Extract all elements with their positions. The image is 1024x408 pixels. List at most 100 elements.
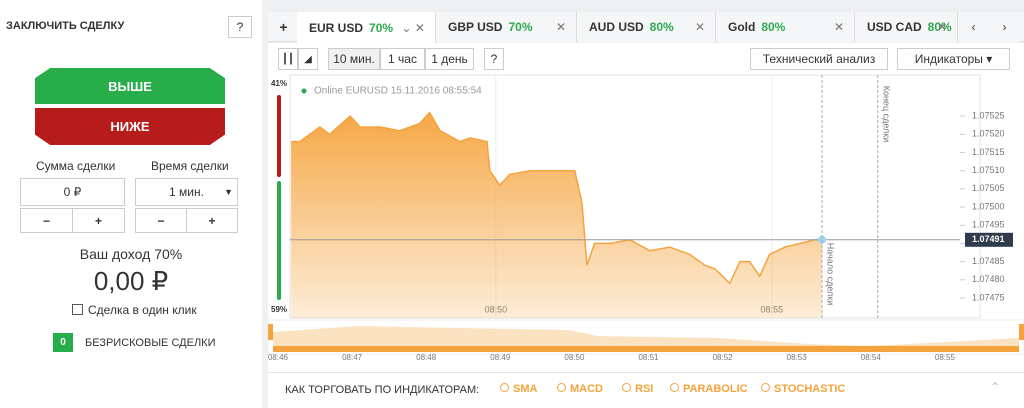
- sentiment-up: [277, 95, 281, 178]
- time-label: Время сделки: [151, 159, 229, 173]
- y-tick-label: 1.07515: [972, 147, 1005, 157]
- riskfree-badge: 0: [53, 333, 73, 352]
- y-tick-label: 1.07525: [972, 110, 1005, 120]
- tab-name: USD CAD: [867, 20, 922, 34]
- tab-close[interactable]: ⌄ ✕: [401, 20, 425, 35]
- riskfree-label[interactable]: БЕЗРИСКОВЫЕ СДЕЛКИ: [85, 337, 216, 349]
- current-price-label: 1.07491: [972, 234, 1005, 244]
- y-tick-label: 1.07495: [972, 220, 1005, 230]
- indicator-link[interactable]: STOCHASTIC: [774, 383, 846, 395]
- navigator-label: 08:52: [713, 353, 734, 362]
- left-panel: ЗАКЛЮЧИТЬ СДЕЛКУ ? ВЫШЕ НИЖЕ Сумма сделк…: [0, 0, 262, 408]
- y-tick-label: 1.07510: [972, 165, 1005, 175]
- sentiment-up-label: 41%: [271, 79, 287, 88]
- navigator-label: 08:55: [935, 353, 956, 362]
- one-click-label: Сделка в один клик: [88, 303, 197, 317]
- indicator-link[interactable]: RSI: [635, 383, 654, 395]
- sentiment-down-label: 59%: [271, 305, 287, 314]
- navigator-label: 08:54: [861, 353, 882, 362]
- time-select[interactable]: 1 мин. ▼: [135, 178, 238, 206]
- navigator-strip: [273, 346, 1019, 352]
- period-button[interactable]: 1 день: [425, 48, 474, 70]
- chart-type-candles[interactable]: ┃┃: [278, 48, 298, 70]
- panel-title: ЗАКЛЮЧИТЬ СДЕЛКУ: [6, 20, 125, 32]
- asset-tab[interactable]: AUD USD 80% ✕: [577, 12, 716, 42]
- sentiment-down: [277, 181, 281, 300]
- analysis-label: Технический анализ: [762, 52, 876, 66]
- asset-tab[interactable]: GBP USD 70% ✕: [436, 12, 577, 42]
- tab-payout: 80%: [649, 20, 674, 34]
- navigator-label: 08:46: [268, 353, 289, 362]
- tab-payout: 70%: [508, 20, 533, 34]
- navigator-label: 08:53: [787, 353, 808, 362]
- asset-tab[interactable]: Gold 80% ✕: [716, 12, 855, 42]
- tab-name: GBP USD: [448, 20, 503, 34]
- tab-close[interactable]: ✕: [936, 20, 947, 34]
- indicators-label: Индикаторы: [914, 52, 983, 66]
- amount-minus[interactable]: −: [20, 208, 73, 233]
- indicator-link[interactable]: MACD: [570, 383, 603, 395]
- asset-tab[interactable]: EUR USD 70% ⌄ ✕: [297, 12, 436, 43]
- tab-name: EUR USD: [309, 20, 364, 35]
- footer-collapse[interactable]: ⌃: [990, 380, 1001, 394]
- income-label: Ваш доход 70%: [79, 246, 183, 262]
- period-button[interactable]: 1 час: [380, 48, 425, 70]
- tab-close[interactable]: ✕: [694, 20, 705, 34]
- chart-type-area[interactable]: ◢: [298, 48, 318, 70]
- y-tick-label: 1.07500: [972, 201, 1005, 211]
- amount-input[interactable]: 0 ₽: [20, 178, 125, 206]
- y-tick-label: 1.07485: [972, 256, 1005, 266]
- indicator-link[interactable]: SMA: [513, 383, 538, 395]
- indicator-icon[interactable]: [557, 383, 566, 392]
- amount-plus[interactable]: +: [72, 208, 125, 233]
- tab-close[interactable]: ✕: [555, 20, 566, 34]
- time-value: 1 мин.: [169, 185, 204, 199]
- one-click-checkbox[interactable]: [72, 304, 83, 315]
- amount-label: Сумма сделки: [36, 159, 116, 173]
- indicator-icon[interactable]: [500, 383, 509, 392]
- tab-prev[interactable]: ‹: [958, 12, 989, 42]
- navigator-label: 08:49: [490, 353, 511, 362]
- down-button[interactable]: НИЖЕ: [35, 108, 225, 145]
- indicator-icon[interactable]: [670, 383, 679, 392]
- indicator-icon[interactable]: [761, 383, 770, 392]
- current-price-box: [965, 232, 1013, 247]
- y-tick-label: 1.07475: [972, 292, 1005, 302]
- tab-payout: 80%: [761, 20, 786, 34]
- y-tick-label: 1.07520: [972, 129, 1005, 139]
- tab-name: Gold: [728, 20, 756, 34]
- asset-tab[interactable]: USD CAD 80% ✕: [855, 12, 958, 42]
- toolbar-help[interactable]: ?: [484, 48, 504, 70]
- income-value: 0,00 ₽: [93, 266, 169, 296]
- current-point: [818, 235, 827, 244]
- annotation-label: Начало сделки: [826, 243, 836, 306]
- tab-payout: 70%: [369, 20, 394, 35]
- navigator-label: 08:50: [564, 353, 585, 362]
- navigator-label: 08:51: [638, 353, 659, 362]
- indicator-link[interactable]: PARABOLIC: [683, 383, 748, 395]
- y-tick-label: 1.07480: [972, 274, 1005, 284]
- annotation-label: Конец сделки: [881, 86, 891, 143]
- navigator-handle-right[interactable]: [1019, 324, 1024, 340]
- navigator-label: 08:47: [342, 353, 363, 362]
- indicator-icon[interactable]: [622, 383, 631, 392]
- indicators-button[interactable]: Индикаторы ▾: [897, 48, 1010, 70]
- chart: 1.074751.074801.074851.074901.074951.075…: [268, 74, 1024, 362]
- analysis-button[interactable]: Технический анализ: [750, 48, 888, 70]
- period-button[interactable]: 10 мин.: [328, 48, 380, 70]
- tab-next[interactable]: ›: [989, 12, 1020, 42]
- line: [291, 111, 822, 285]
- navigator-label: 08:48: [416, 353, 437, 362]
- up-button[interactable]: ВЫШЕ: [35, 68, 225, 104]
- footer-label: КАК ТОРГОВАТЬ ПО ИНДИКАТОРАМ:: [285, 384, 480, 396]
- help-button[interactable]: ?: [228, 16, 252, 38]
- time-minus[interactable]: −: [135, 208, 187, 233]
- tab-close[interactable]: ✕: [833, 20, 844, 34]
- time-plus[interactable]: +: [186, 208, 238, 233]
- online-dot: [301, 88, 307, 94]
- footer: [268, 372, 1024, 408]
- add-tab[interactable]: +: [279, 19, 288, 35]
- area: [291, 112, 823, 318]
- navigator-handle-left[interactable]: [268, 324, 273, 340]
